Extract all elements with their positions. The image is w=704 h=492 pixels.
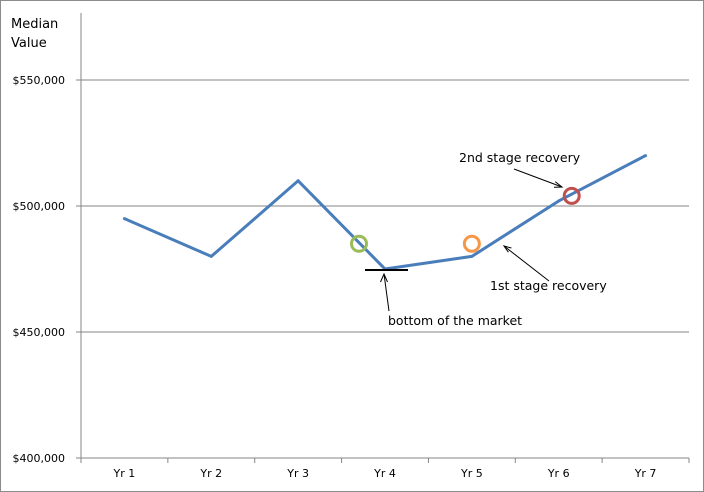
x-axis-ticks: Yr 1 Yr 2 Yr 3 Yr 4 Yr 5 Yr 6 Yr 7: [80, 458, 690, 480]
x-tick-label: Yr 2: [199, 467, 222, 480]
marker-bottom-circle: [350, 234, 368, 253]
data-point: [122, 217, 126, 221]
annotation-1st-stage-recovery: 1st stage recovery: [490, 278, 607, 293]
arrow-2nd-stage-recovery: [513, 168, 563, 188]
y-tick-label: $450,000: [13, 326, 66, 339]
y-axis-title-line-2: Value: [11, 36, 47, 51]
arrow-head-2nd-stage-recovery: [553, 181, 564, 188]
marker-2nd-stage-circle: [562, 186, 581, 205]
x-tick-label: Yr 5: [460, 467, 483, 480]
data-point: [209, 254, 213, 258]
arrow-head-1st-stage-recovery: [502, 245, 512, 253]
x-tick-label: Yr 6: [547, 467, 570, 480]
data-point: [557, 199, 561, 203]
y-tick-label: $550,000: [13, 74, 66, 87]
annotation-arrows: [365, 168, 564, 312]
data-point: [470, 254, 474, 258]
annotation-2nd-stage-recovery: 2nd stage recovery: [459, 150, 581, 165]
y-axis-ticks: $400,000 $450,000 $500,000 $550,000: [13, 74, 81, 465]
gridlines: [81, 79, 689, 333]
arrow-bottom-of-market: [383, 273, 390, 312]
data-point: [296, 179, 300, 183]
y-axis-title-line-1: Median: [11, 17, 58, 32]
x-tick-label: Yr 3: [286, 467, 309, 480]
y-tick-label: $400,000: [13, 452, 66, 465]
marker-1st-stage-circle: [462, 234, 481, 253]
x-tick-label: Yr 4: [373, 467, 396, 480]
data-point: [644, 154, 648, 158]
series-line: [123, 154, 647, 271]
arrow-head-bottom-of-market: [380, 272, 388, 283]
x-tick-label: Yr 1: [113, 467, 136, 480]
annotation-bottom-of-market: bottom of the market: [388, 313, 522, 328]
arrow-1st-stage-recovery: [503, 245, 550, 282]
axes: [80, 13, 689, 459]
y-tick-label: $500,000: [13, 200, 66, 213]
series: [122, 154, 648, 271]
x-tick-label: Yr 7: [634, 467, 657, 480]
